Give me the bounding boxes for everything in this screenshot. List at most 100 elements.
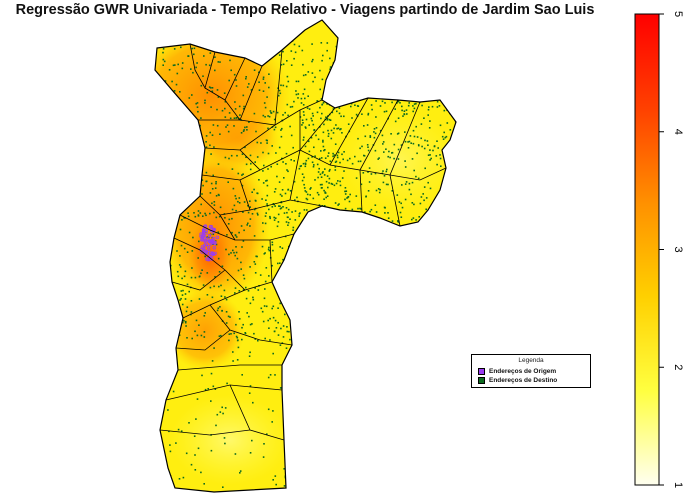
destination-point bbox=[433, 145, 436, 147]
destination-point bbox=[319, 106, 321, 109]
destination-point bbox=[418, 144, 420, 147]
destination-point bbox=[447, 193, 449, 195]
destination-point bbox=[327, 132, 330, 135]
destination-point bbox=[424, 167, 426, 170]
destination-point bbox=[246, 86, 249, 88]
destination-point bbox=[245, 156, 247, 158]
destination-point bbox=[252, 296, 254, 299]
destination-point bbox=[210, 449, 213, 452]
destination-point bbox=[336, 110, 338, 113]
destination-point bbox=[224, 217, 226, 219]
destination-point bbox=[279, 344, 282, 346]
destination-point bbox=[291, 211, 293, 213]
destination-point bbox=[281, 247, 284, 249]
destination-point bbox=[319, 183, 322, 186]
destination-point bbox=[365, 195, 367, 198]
destination-point bbox=[167, 218, 170, 220]
destination-point bbox=[231, 208, 234, 211]
destination-point bbox=[304, 162, 307, 165]
destination-point bbox=[303, 176, 305, 179]
destination-point bbox=[282, 336, 285, 338]
destination-point bbox=[264, 116, 266, 118]
destination-point bbox=[311, 43, 313, 45]
destination-point bbox=[379, 129, 382, 132]
destination-point bbox=[404, 160, 406, 162]
destination-point bbox=[318, 167, 320, 170]
destination-point bbox=[415, 175, 417, 178]
destination-point bbox=[297, 316, 300, 319]
destination-point bbox=[379, 105, 382, 107]
destination-point bbox=[214, 388, 217, 390]
destination-point bbox=[264, 222, 267, 225]
destination-point bbox=[317, 138, 320, 141]
destination-point bbox=[316, 163, 319, 166]
destination-point bbox=[427, 223, 429, 226]
destination-point bbox=[404, 140, 407, 143]
destination-point bbox=[215, 243, 218, 246]
destination-point bbox=[299, 247, 301, 250]
destination-point bbox=[408, 188, 411, 191]
destination-point bbox=[194, 215, 197, 218]
destination-point bbox=[441, 135, 444, 138]
destination-point bbox=[181, 137, 183, 140]
destination-point bbox=[297, 269, 299, 272]
destination-point bbox=[170, 218, 172, 221]
destination-point bbox=[228, 218, 231, 221]
city-outline bbox=[154, 19, 457, 493]
destination-point bbox=[410, 142, 412, 144]
destination-point bbox=[237, 339, 239, 341]
destination-point bbox=[239, 472, 241, 474]
destination-point bbox=[246, 224, 248, 226]
destination-point bbox=[385, 183, 388, 186]
destination-point bbox=[172, 64, 175, 67]
destination-point bbox=[351, 162, 354, 165]
destination-point bbox=[340, 128, 342, 130]
destination-point bbox=[240, 225, 243, 227]
destination-point bbox=[324, 157, 327, 159]
destination-point bbox=[317, 193, 320, 196]
destination-point bbox=[280, 207, 283, 209]
destination-point bbox=[303, 183, 305, 186]
destination-point bbox=[408, 102, 410, 104]
destination-point bbox=[421, 145, 423, 148]
destination-point bbox=[213, 146, 215, 148]
destination-point bbox=[337, 204, 339, 206]
destination-point bbox=[194, 153, 196, 155]
legend-label-destination: Endereços de Destino bbox=[489, 376, 558, 384]
destination-point bbox=[367, 113, 369, 116]
destination-point bbox=[393, 157, 395, 160]
destination-point bbox=[375, 100, 377, 102]
destination-point bbox=[282, 282, 284, 284]
destination-point bbox=[198, 240, 200, 243]
destination-point bbox=[211, 296, 214, 299]
destination-point bbox=[257, 289, 260, 291]
destination-point bbox=[341, 132, 343, 134]
destination-point bbox=[282, 258, 284, 261]
destination-point bbox=[249, 302, 252, 305]
destination-point bbox=[246, 312, 248, 314]
destination-point bbox=[449, 172, 451, 174]
destination-point bbox=[220, 295, 223, 297]
destination-point bbox=[222, 486, 224, 488]
destination-point bbox=[427, 144, 429, 146]
destination-point bbox=[317, 209, 320, 211]
destination-point bbox=[206, 91, 209, 94]
destination-point bbox=[374, 149, 377, 152]
destination-point bbox=[228, 339, 230, 342]
destination-point bbox=[191, 250, 194, 252]
destination-point bbox=[187, 215, 190, 218]
destination-point bbox=[320, 157, 323, 159]
destination-point bbox=[268, 86, 270, 89]
destination-point bbox=[370, 104, 373, 106]
destination-point bbox=[235, 197, 237, 200]
destination-point bbox=[286, 103, 289, 106]
destination-point bbox=[287, 188, 290, 191]
destination-point bbox=[326, 119, 329, 121]
destination-point bbox=[373, 136, 376, 139]
destination-point bbox=[301, 179, 304, 182]
destination-point bbox=[298, 237, 300, 240]
destination-point bbox=[203, 331, 206, 333]
destination-point bbox=[270, 111, 272, 114]
destination-point bbox=[233, 125, 235, 127]
destination-point bbox=[243, 105, 245, 108]
